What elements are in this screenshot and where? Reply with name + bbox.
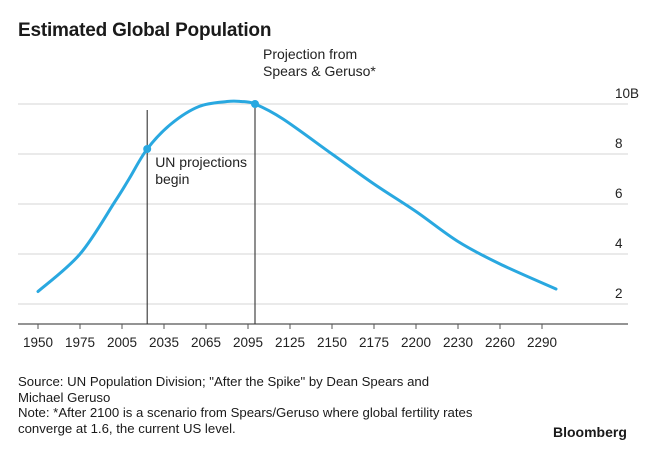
y-tick-label: 2 bbox=[615, 286, 623, 301]
gridlines bbox=[18, 103, 628, 325]
population-chart: 2 4 6 8 10B 1950 1975 2005 2035 2065 2095 2125 2150… bbox=[18, 46, 639, 350]
x-tick-label: 1950 bbox=[23, 335, 53, 350]
point-markers bbox=[143, 100, 259, 153]
note-line-2: converge at 1.6, the current US level. bbox=[18, 420, 236, 436]
y-tick-label: 10B bbox=[615, 86, 639, 101]
x-tick-label: 2200 bbox=[401, 335, 431, 350]
x-tick-label: 2290 bbox=[527, 335, 557, 350]
note-line-1: Note: *After 2100 is a scenario from Spe… bbox=[18, 405, 473, 420]
annotation-text: Projection from bbox=[263, 46, 357, 62]
y-tick-label: 4 bbox=[615, 236, 623, 251]
series-lines bbox=[36, 99, 558, 293]
source-line-2: Michael Geruso bbox=[18, 389, 111, 405]
x-tick-label: 2035 bbox=[149, 335, 179, 350]
annotation-text: begin bbox=[155, 171, 189, 187]
x-tick-label: 2230 bbox=[443, 335, 473, 350]
x-tick-label: 2175 bbox=[359, 335, 389, 350]
x-tick-label: 2005 bbox=[107, 335, 137, 350]
x-tick-label: 2260 bbox=[485, 335, 515, 350]
x-tick-label: 2150 bbox=[317, 335, 347, 350]
x-tick-label: 2125 bbox=[275, 335, 305, 350]
annotation-lines bbox=[146, 106, 256, 324]
y-tick-label: 6 bbox=[615, 186, 623, 201]
annotation-text: UN projections bbox=[155, 154, 247, 170]
chart-title: Estimated Global Population bbox=[18, 20, 272, 41]
population-line bbox=[36, 99, 558, 293]
y-tick-label: 8 bbox=[615, 136, 623, 151]
y-tick-labels: 2 4 6 8 10B bbox=[615, 86, 639, 301]
x-tick-label: 2095 bbox=[233, 335, 263, 350]
source-line-1: Source: UN Population Division; "After t… bbox=[18, 374, 430, 389]
x-tick-label: 2065 bbox=[191, 335, 221, 350]
brand-logo: Bloomberg bbox=[553, 424, 627, 440]
x-tick-label: 1975 bbox=[65, 335, 95, 350]
annotation-text: Spears & Geruso* bbox=[263, 63, 376, 79]
footer: Source: UN Population Division; "After t… bbox=[18, 374, 578, 436]
point-marker bbox=[251, 100, 259, 108]
point-marker bbox=[143, 145, 152, 153]
x-tick-labels: 1950 1975 2005 2035 2065 2095 2125 2150 2175 2200… bbox=[23, 324, 557, 350]
